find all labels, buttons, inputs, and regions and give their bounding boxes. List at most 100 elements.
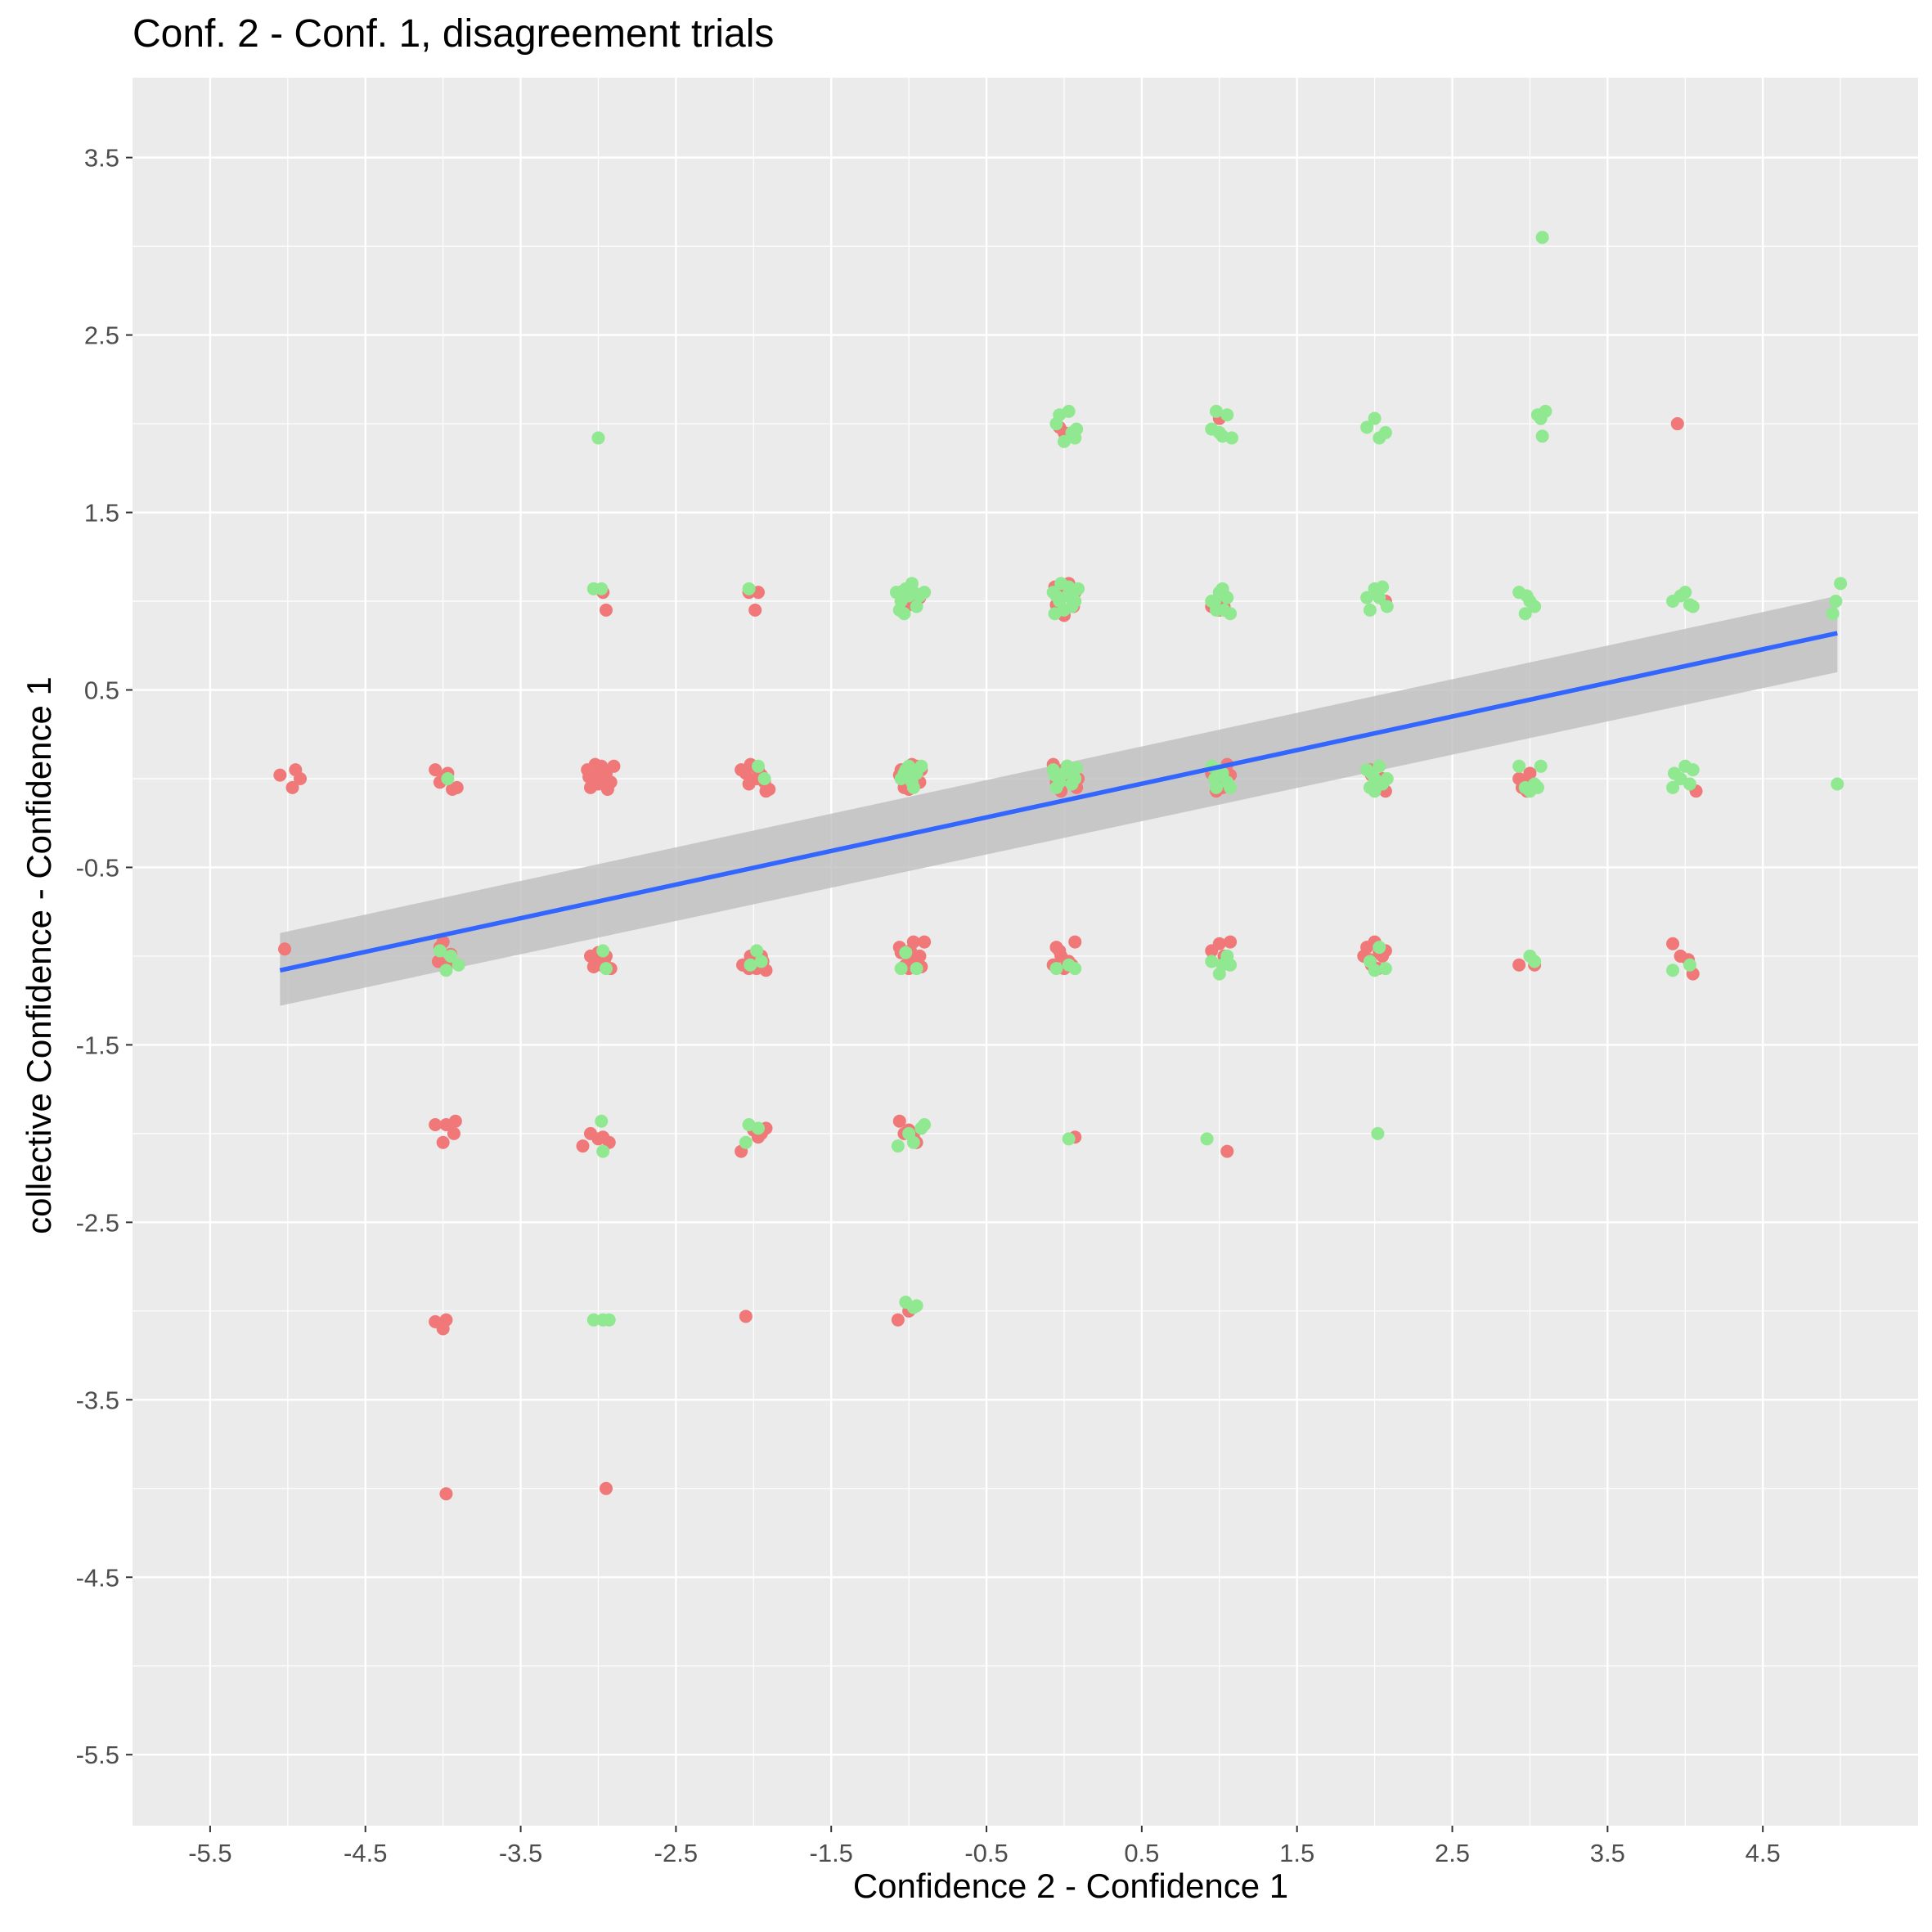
red-point (1666, 937, 1680, 950)
green-point (914, 759, 928, 773)
green-point (1224, 431, 1238, 445)
green-point (1683, 598, 1696, 612)
green-point (1380, 771, 1394, 785)
green-point (1371, 586, 1385, 600)
red-point (739, 1310, 753, 1323)
red-point (762, 782, 776, 796)
green-point (1068, 962, 1082, 976)
green-point (1683, 777, 1696, 791)
y-tick-label: 1.5 (84, 499, 119, 528)
green-point (1208, 771, 1222, 785)
green-point (1826, 607, 1840, 621)
red-point (431, 955, 445, 968)
green-point (891, 1139, 905, 1153)
green-point (596, 944, 610, 958)
points-layer (273, 231, 1848, 1501)
green-point (599, 962, 613, 976)
green-point (1224, 607, 1238, 621)
green-point (1049, 589, 1063, 603)
green-point (1049, 962, 1063, 976)
green-point (1378, 962, 1392, 976)
red-point (1068, 935, 1082, 949)
green-point (894, 962, 908, 976)
red-point (591, 1132, 605, 1146)
green-point (596, 1144, 610, 1158)
green-point (1363, 603, 1377, 617)
green-point (1057, 434, 1071, 448)
green-point (1048, 768, 1062, 782)
y-tick-label: -1.5 (76, 1031, 119, 1059)
green-point (910, 962, 923, 976)
y-tick-label: -0.5 (76, 853, 119, 882)
green-point (751, 759, 765, 773)
green-point (1364, 766, 1378, 780)
red-point (576, 1139, 590, 1153)
green-point (1512, 759, 1526, 773)
green-point (1666, 780, 1680, 794)
green-point (739, 1135, 753, 1149)
x-tick-label: 2.5 (1435, 1839, 1470, 1867)
x-axis-title: Confidence 2 - Confidence 1 (0, 1867, 1932, 1906)
x-tick-label: -2.5 (654, 1839, 698, 1867)
green-point (757, 771, 771, 785)
green-point (1205, 955, 1219, 968)
y-axis-title: collective Confidence - Confidence 1 (20, 676, 58, 1234)
x-tick-label: -1.5 (810, 1839, 853, 1867)
green-point (1539, 404, 1552, 418)
x-tick-label: 0.5 (1124, 1839, 1159, 1867)
y-tick-label: -4.5 (76, 1563, 119, 1592)
green-point (1054, 577, 1068, 591)
green-point (897, 766, 911, 780)
red-point (294, 771, 308, 785)
red-point (586, 959, 600, 973)
red-point (582, 770, 596, 784)
green-point (910, 1299, 923, 1313)
red-point (429, 763, 443, 777)
x-tick-label: 1.5 (1279, 1839, 1314, 1867)
red-point (1523, 766, 1537, 780)
green-point (918, 586, 932, 600)
green-point (754, 955, 768, 968)
x-tick-label: -0.5 (964, 1839, 1008, 1867)
red-point (748, 603, 762, 617)
green-point (1380, 600, 1394, 613)
axis-layer: -5.5 -4.5 -3.5 -2.5 -1.5 -0.5 0.5 1.5 2.5 3.5 4.5 3… (76, 144, 1781, 1867)
green-point (906, 780, 920, 794)
trend-line (279, 631, 1838, 973)
red-point (599, 1481, 613, 1495)
green-point (1220, 408, 1234, 422)
red-point (891, 1313, 905, 1327)
trend-line-layer (279, 631, 1838, 973)
y-tick-label: 3.5 (84, 144, 119, 173)
green-point (899, 946, 913, 959)
red-point (1053, 944, 1067, 958)
green-point (1528, 600, 1542, 613)
red-point (583, 780, 597, 794)
green-point (1368, 411, 1382, 425)
red-point (273, 768, 287, 782)
green-point (1530, 780, 1544, 794)
green-point (1520, 589, 1534, 603)
green-point (439, 964, 453, 977)
green-point (1224, 780, 1238, 794)
x-tick-label: 3.5 (1590, 1839, 1625, 1867)
green-point (1062, 404, 1076, 418)
green-point (744, 958, 757, 972)
green-point (1528, 955, 1542, 968)
x-axis-title-text: Confidence 2 - Confidence 1 (852, 1867, 1289, 1905)
green-point (1683, 958, 1696, 972)
green-point (1368, 784, 1382, 798)
green-point (906, 586, 920, 600)
green-point (1212, 967, 1226, 981)
red-point (1512, 958, 1526, 972)
y-tick-label: 2.5 (84, 321, 119, 350)
x-tick-label: -4.5 (344, 1839, 387, 1867)
green-point (441, 771, 455, 785)
red-point (429, 1118, 443, 1132)
green-point (586, 1313, 600, 1327)
y-tick-label: -3.5 (76, 1386, 119, 1414)
green-point (1363, 955, 1377, 968)
green-point (1360, 420, 1374, 434)
green-point (902, 1126, 916, 1140)
